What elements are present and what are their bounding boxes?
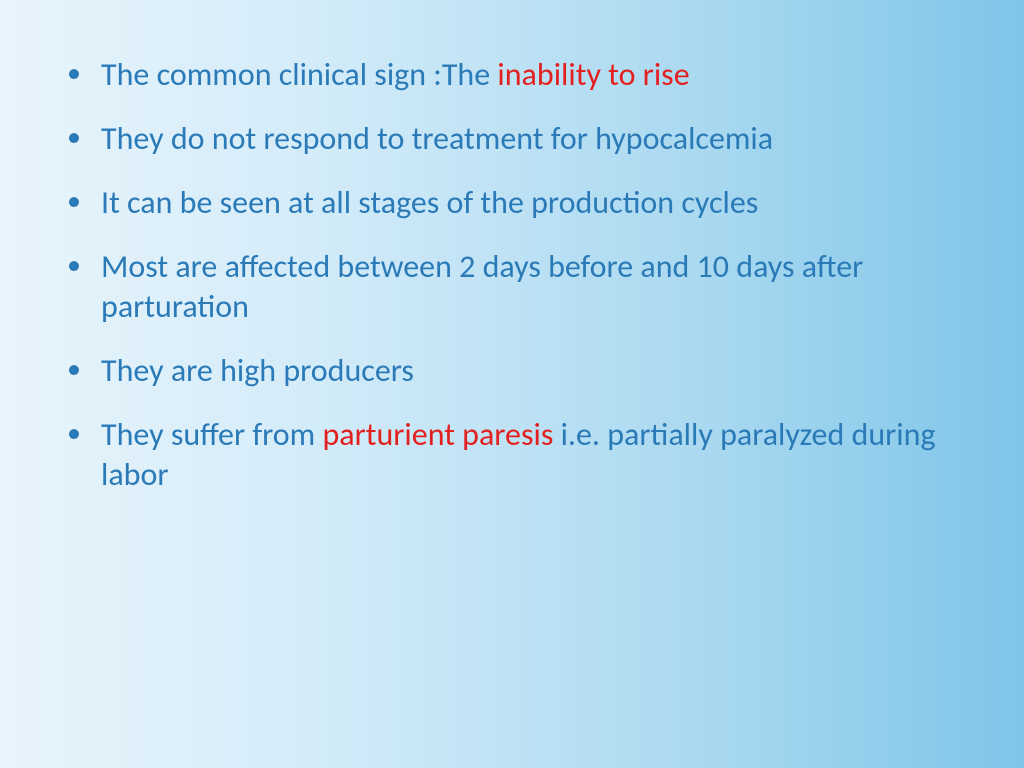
bullet-list: The common clinical sign :The inability … bbox=[95, 55, 964, 495]
highlight-text: parturient paresis bbox=[322, 415, 560, 454]
bullet-item: The common clinical sign :The inability … bbox=[95, 55, 964, 95]
body-text: The common clinical sign :The bbox=[101, 55, 497, 94]
slide-container: The common clinical sign :The inability … bbox=[0, 0, 1024, 768]
highlight-text: inability to rise bbox=[497, 55, 689, 94]
bullet-item: They are high producers bbox=[95, 351, 964, 391]
body-text: They are high producers bbox=[101, 351, 414, 390]
bullet-item: They do not respond to treatment for hyp… bbox=[95, 119, 964, 159]
bullet-item: It can be seen at all stages of the prod… bbox=[95, 183, 964, 223]
body-text: They suffer from bbox=[101, 415, 322, 454]
body-text: It can be seen at all stages of the prod… bbox=[101, 183, 758, 222]
body-text: Most are affected between 2 days before … bbox=[101, 247, 863, 326]
bullet-item: They suffer from parturient paresis i.e.… bbox=[95, 415, 964, 495]
body-text: They do not respond to treatment for hyp… bbox=[101, 119, 773, 158]
bullet-item: Most are affected between 2 days before … bbox=[95, 247, 964, 327]
